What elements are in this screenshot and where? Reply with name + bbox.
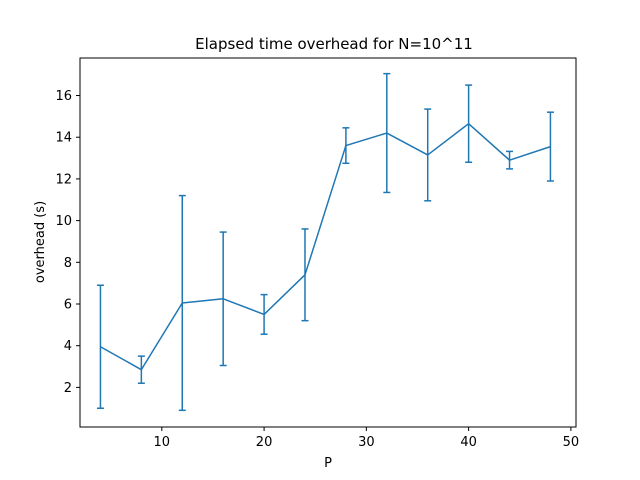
x-tick-label: 50 — [563, 435, 580, 450]
y-tick-label: 12 — [55, 172, 72, 187]
series-line — [100, 122, 551, 371]
x-tick-label: 40 — [460, 435, 477, 450]
y-tick-label: 2 — [64, 381, 72, 396]
x-tick-label: 10 — [154, 435, 171, 450]
y-tick-label: 10 — [55, 214, 72, 229]
chart-title: Elapsed time overhead for N=10^11 — [195, 35, 473, 53]
plot-area — [96, 72, 554, 412]
x-tick-label: 30 — [358, 435, 375, 450]
y-axis-label: overhead (s) — [33, 201, 48, 283]
y-tick-label: 4 — [64, 339, 72, 354]
y-tick-label: 14 — [55, 131, 72, 146]
y-tick-label: 16 — [55, 89, 72, 104]
y-tick-label: 8 — [64, 256, 72, 271]
x-tick-label: 20 — [256, 435, 273, 450]
axes-frame — [79, 57, 577, 428]
y-tick-label: 6 — [64, 298, 72, 313]
x-axis-label: P — [324, 456, 332, 471]
